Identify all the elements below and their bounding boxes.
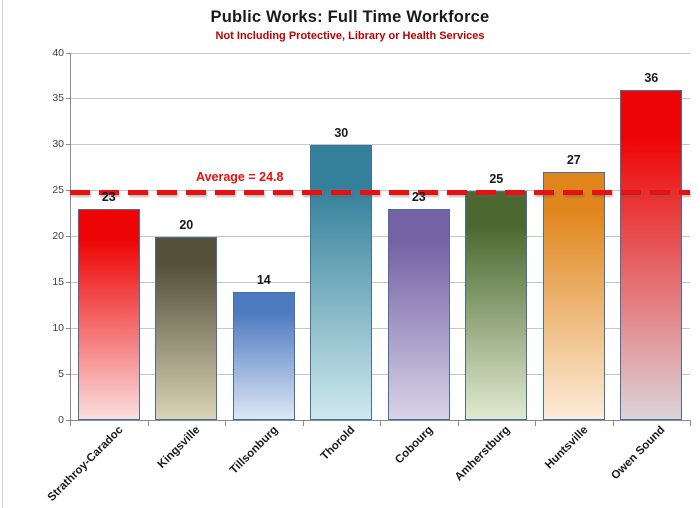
bar-tillsonburg (232, 291, 295, 420)
gridline-5 (70, 373, 690, 375)
x-tick-8 (690, 421, 691, 426)
x-tick-6 (535, 421, 536, 426)
bar-cobourg (387, 209, 450, 420)
x-tick-2 (225, 421, 226, 426)
bar-value-label-huntsville: 27 (566, 153, 581, 168)
bar-value-label-amherstburg: 25 (489, 171, 504, 186)
y-axis-label-10: 10 (52, 321, 64, 334)
chart-title: Public Works: Full Time Workforce (210, 8, 490, 26)
y-tick-40 (66, 52, 70, 54)
average-line-label: Average = 24.8 (196, 170, 284, 184)
y-tick-10 (66, 327, 70, 329)
y-tick-30 (66, 144, 70, 146)
gridline-10 (70, 327, 690, 329)
bar-huntsville (542, 172, 605, 420)
gridline-20 (70, 236, 690, 237)
y-tick-20 (66, 236, 70, 237)
x-tick-0 (70, 421, 71, 426)
bar-value-label-cobourg: 23 (411, 190, 426, 204)
bar-owen-sound (620, 89, 683, 420)
bar-strathroy-caradoc (77, 209, 140, 420)
bar-value-label-strathroy-caradoc: 23 (101, 190, 116, 204)
y-axis-label-25: 25 (52, 184, 64, 197)
window-edge-line (2, 0, 3, 508)
bar-amherstburg (465, 190, 528, 420)
gridline-35 (70, 98, 690, 100)
y-tick-25 (66, 190, 70, 192)
bar-value-label-owen-sound: 36 (644, 70, 659, 85)
y-axis-label-20: 20 (52, 230, 64, 242)
x-tick-5 (457, 421, 459, 426)
y-axis-label-15: 15 (52, 275, 64, 288)
y-axis-label-35: 35 (52, 92, 64, 105)
x-tick-4 (380, 421, 381, 426)
average-line (70, 190, 690, 195)
x-tick-3 (302, 421, 304, 426)
y-axis-label-40: 40 (52, 46, 64, 59)
bar-value-label-thorold: 30 (334, 125, 349, 140)
y-axis-label-30: 30 (52, 138, 64, 151)
y-tick-35 (66, 98, 70, 100)
x-tick-1 (147, 421, 149, 426)
y-tick-5 (66, 373, 70, 375)
y-tick-15 (66, 281, 70, 283)
x-axis-label-strathroy-caradoc: Strathroy-Caradoc (45, 424, 126, 504)
bar-value-label-kingsville: 20 (179, 217, 194, 232)
bar-value-label-tillsonburg: 14 (256, 272, 271, 287)
x-tick-7 (612, 421, 614, 426)
y-axis-label-0: 0 (58, 413, 64, 426)
bar-thorold (310, 144, 373, 421)
gridline-30 (70, 144, 690, 146)
bar-kingsville (155, 236, 218, 420)
chart-subtitle: Not Including Protective, Library or Hea… (215, 30, 485, 42)
gridline-40 (70, 52, 690, 54)
y-tick-0 (66, 419, 70, 421)
y-axis-label-5: 5 (58, 367, 64, 380)
x-axis-line (70, 420, 691, 421)
gridline-15 (70, 281, 690, 283)
y-axis-line (70, 53, 71, 420)
